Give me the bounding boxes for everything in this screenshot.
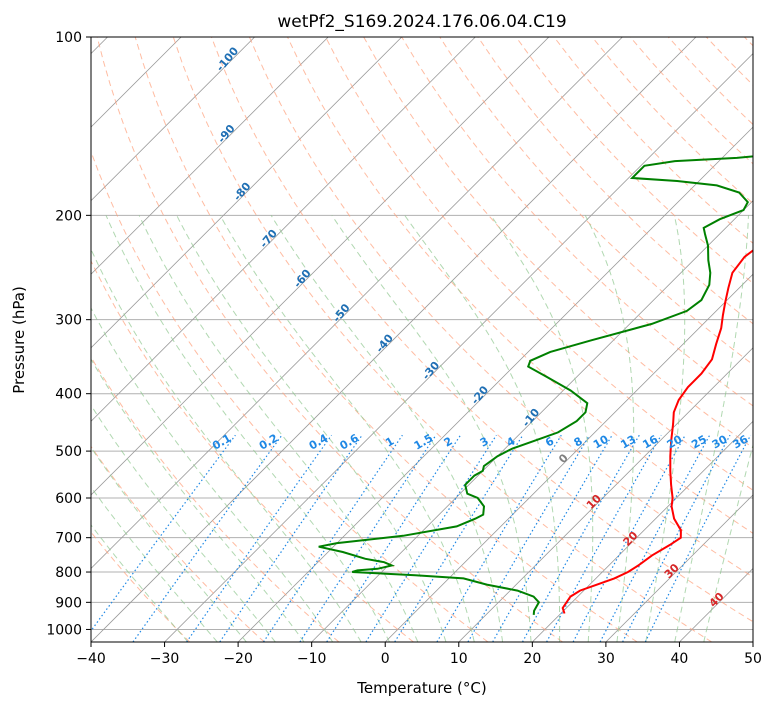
isotherm-line [458,347,753,642]
dry-adiabat-line [210,37,753,623]
y-axis-label: Pressure (hPa) [10,286,28,394]
dry-adiabat-line [172,37,713,642]
dry-adiabat-line [325,37,753,491]
dry-adiabat-line [287,37,753,534]
moist-adiabat-line [105,215,390,642]
isotherm-line [91,37,550,496]
mixing-ratio-line [91,434,236,632]
moist-adiabat-line [270,215,504,642]
dry-adiabat-line [91,259,414,642]
y-tick-label: 100 [55,30,82,46]
guide-lines [91,37,753,642]
mixing-ratio-line [467,434,591,642]
dry-adiabat-line [91,356,340,642]
moist-adiabat-line [584,215,635,642]
x-tick-label: −40 [76,651,106,667]
dry-adiabat-line [91,445,265,642]
x-tick-label: −20 [223,651,253,667]
mixing-ratio-line [622,434,731,642]
isotherm-line [605,494,753,642]
y-tick-label: 500 [55,444,82,460]
y-tick-label: 800 [55,565,82,581]
x-axis-label: Temperature (°C) [356,679,486,697]
x-tick-label: 30 [597,651,615,667]
plot-frame [90,36,754,643]
dry-adiabat-line [515,37,753,284]
x-tick-label: 40 [671,651,689,667]
mixing-ratio-line [394,434,524,642]
y-tick-label: 600 [55,491,82,507]
moist-adiabat-line [490,215,594,642]
moist-adiabat-line [91,446,247,642]
y-tick-label: 700 [55,531,82,547]
moist-adiabat-line [331,215,532,642]
y-tick-label: 400 [55,387,82,403]
mixing-ratio-line [492,434,613,642]
moist-adiabat-line [91,404,276,642]
isotherm-line [91,37,255,202]
x-tick-label: 0 [381,651,390,667]
isotherm-line [91,37,623,570]
moist-adiabat-line [176,215,447,642]
isotherm-line [384,273,753,642]
mixing-ratio-line [365,434,497,642]
dry-adiabat-line [96,37,563,642]
x-tick-label: 50 [744,651,762,667]
mixing-ratio-line [572,434,686,642]
mixing-ratio-line [436,434,562,642]
moist-adiabat-line [219,215,475,642]
y-tick-label: 1000 [46,622,82,638]
moist-adiabat-line [91,248,362,642]
mixing-ratio-line [219,434,363,642]
mixing-ratio-line [546,434,662,642]
moist-adiabat-line [645,215,686,642]
mixing-ratio-line [326,434,461,642]
mixing-ratio-line [186,434,332,642]
chart-title: wetPf2_S169.2024.176.06.04.C19 [277,12,566,32]
x-tick-label: 10 [450,651,468,667]
x-tick-label: −10 [297,651,327,667]
sounding-series [318,155,753,615]
y-tick-label: 900 [55,595,82,611]
axes: −40 −30 −20 −10 0 10 20 30 40 50 100 200 300 400 500 60… [46,30,762,667]
isotherm-line [237,126,753,642]
moist-adiabat-line [91,486,218,642]
isotherm-line [164,52,753,642]
moist-adiabat-line [138,215,419,642]
moist-adiabat-line [91,307,334,642]
moist-adiabat-line [91,358,305,642]
dry-adiabat-line [248,37,753,578]
dewpoint-line [318,155,753,615]
moist-adiabat-line [674,215,749,642]
x-tick-label: −30 [150,651,180,667]
mixing-ratio-line [521,434,640,642]
mixing-ratio-line [644,434,752,642]
dry-adiabat-line [134,37,638,642]
isotherm-line [91,37,403,349]
isotherm-line [91,37,329,275]
y-tick-label: 300 [55,313,82,329]
y-tick-label: 200 [55,208,82,224]
temperature-line [561,249,753,614]
isotherm-line [532,420,753,642]
moist-adiabat-line [404,215,561,642]
x-tick-label: 20 [523,651,541,667]
